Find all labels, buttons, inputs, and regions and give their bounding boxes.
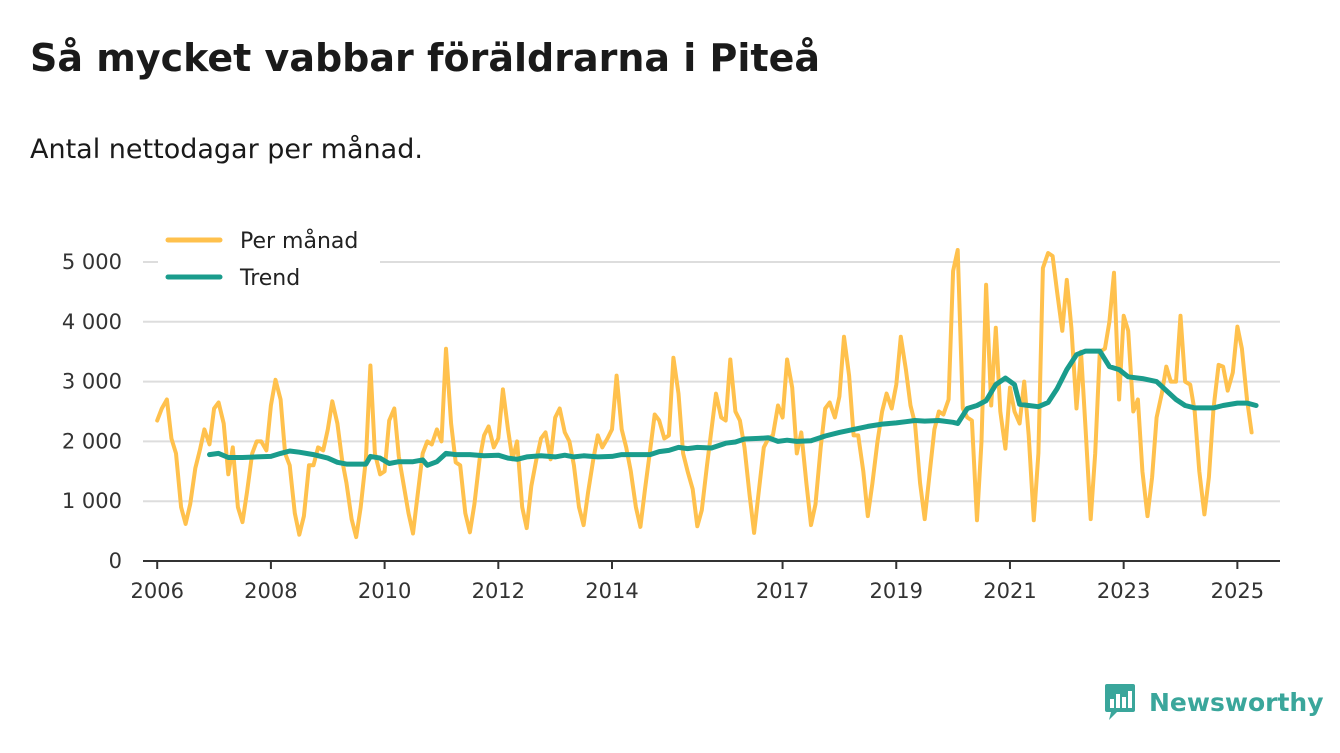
series-line-per-manad [155,248,1254,540]
y-tick-label: 3 000 [62,370,122,394]
y-tick-label: 2 000 [62,429,122,453]
x-tick-label: 2021 [983,579,1036,603]
series-line-trend [207,348,1259,468]
chart-subtitle: Antal nettodagar per månad. [30,134,423,165]
legend-label-trend: Trend [239,266,300,291]
y-tick-label: 4 000 [62,310,122,334]
newsworthy-logo-text: Newsworthy [1149,687,1324,717]
x-axis: 2006 2008 2010 2012 2014 2017 2019 2021 2023 2025 [130,560,1280,603]
y-tick-label: 5 000 [62,250,122,274]
x-tick-label: 2025 [1211,579,1264,603]
x-tick-label: 2010 [358,579,411,603]
x-tick-label: 2006 [130,579,183,603]
newsworthy-logo-icon [1105,684,1135,720]
y-axis: 0 1 000 2 000 3 000 4 000 5 000 [62,250,122,573]
x-tick-label: 2008 [244,579,297,603]
x-tick-label: 2023 [1097,579,1150,603]
x-tick-label: 2017 [756,579,809,603]
legend: Per månad Trend [158,226,380,298]
x-tick-label: 2014 [585,579,638,603]
x-tick-label: 2019 [870,579,923,603]
y-tick-label: 0 [109,549,122,573]
chart-title: Så mycket vabbar föräldrarna i Piteå [30,36,820,80]
series-lines [155,248,1259,540]
legend-label-per-manad: Per månad [240,228,358,254]
newsworthy-logo: Newsworthy [1103,682,1324,722]
x-tick-label: 2012 [472,579,525,603]
y-tick-label: 1 000 [62,489,122,513]
